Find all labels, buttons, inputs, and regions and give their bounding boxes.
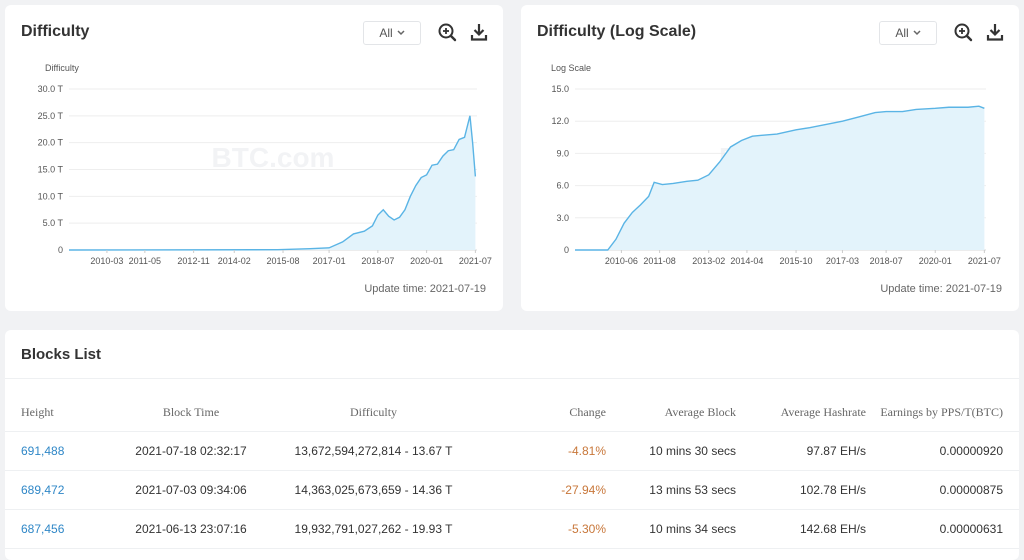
watermark: BTC.com: [212, 142, 335, 173]
y-tick-label: 0: [564, 245, 569, 255]
x-tick-label: 2015-10: [780, 256, 813, 266]
x-tick-label: 2012-11: [177, 256, 209, 266]
log-scale-title: Difficulty (Log Scale): [537, 23, 697, 40]
column-header-block-time[interactable]: Block Time: [121, 393, 261, 432]
column-header-earnings[interactable]: Earnings by PPS/T(BTC): [866, 393, 1019, 432]
blocks-divider: [5, 378, 1019, 379]
chevron-down-icon: [397, 30, 405, 36]
difficulty-range-select[interactable]: All: [363, 21, 421, 45]
series-area: [69, 115, 476, 250]
y-axis-label: Log Scale: [551, 63, 591, 73]
blocks-table: Height Block Time Difficulty Change Aver…: [5, 393, 1019, 549]
x-tick-label: 2020-01: [919, 256, 952, 266]
y-tick-label: 6.0: [556, 181, 569, 191]
block-earnings: 0.00000875: [866, 470, 1019, 510]
block-time: 2021-06-13 23:07:16: [121, 509, 261, 549]
table-row: 689,472 2021-07-03 09:34:06 14,363,025,6…: [5, 470, 1019, 510]
block-height-link[interactable]: 689,472: [21, 483, 65, 497]
y-tick-label: 15.0: [551, 84, 569, 94]
log-range-select[interactable]: All: [879, 21, 937, 45]
block-average-hashrate: 142.68 EH/s: [736, 509, 866, 549]
y-tick-label: 12.0: [551, 116, 569, 126]
x-tick-label: 2017-03: [826, 256, 859, 266]
table-row: 691,488 2021-07-18 02:32:17 13,672,594,2…: [5, 431, 1019, 471]
difficulty-range-value: All: [379, 26, 393, 40]
difficulty-update-time: Update time: 2021-07-19: [364, 283, 486, 295]
zoom-in-icon[interactable]: [952, 21, 974, 43]
table-row: 687,456 2021-06-13 23:07:16 19,932,791,0…: [5, 509, 1019, 549]
series-area: [575, 106, 985, 250]
x-tick-label: 2015-08: [267, 256, 300, 266]
y-tick-label: 3.0: [556, 213, 569, 223]
y-tick-label: 20.0 T: [38, 138, 64, 148]
block-average-block: 13 mins 53 secs: [606, 470, 736, 510]
y-tick-label: 0: [58, 245, 63, 255]
x-tick-label: 2011-05: [129, 256, 161, 266]
block-change: -4.81%: [486, 431, 606, 471]
y-tick-label: 15.0 T: [38, 165, 64, 175]
column-header-difficulty[interactable]: Difficulty: [261, 393, 486, 432]
log-update-time: Update time: 2021-07-19: [880, 283, 1002, 295]
series-line: [575, 105, 985, 251]
block-height-link[interactable]: 687,456: [21, 522, 65, 536]
log-range-value: All: [895, 26, 909, 40]
block-time: 2021-07-18 02:32:17: [121, 431, 261, 471]
x-tick-label: 2011-08: [643, 256, 675, 266]
x-tick-label: 2018-07: [361, 256, 394, 266]
x-tick-label: 2014-04: [730, 256, 763, 266]
difficulty-chart: BTC.com Difficulty 0 5.0 T 10.0 T 15.0 T 20.0 …: [38, 63, 492, 266]
difficulty-card: Difficulty All BTC.com Difficulty 0 5.0 T 10…: [5, 5, 503, 311]
block-difficulty: 13,672,594,272,814 - 13.67 T: [261, 431, 486, 471]
block-earnings: 0.00000920: [866, 431, 1019, 471]
y-axis-label: Difficulty: [45, 63, 79, 73]
x-tick-label: 2020-01: [410, 256, 443, 266]
block-height-link[interactable]: 691,488: [21, 444, 65, 458]
x-tick-label: 2018-07: [870, 256, 903, 266]
y-tick-label: 10.0 T: [38, 191, 64, 201]
block-difficulty: 19,932,791,027,262 - 19.93 T: [261, 509, 486, 549]
log-scale-chart: BTC.comLog Scale03.06.09.012.015.02010-0…: [551, 63, 1001, 266]
x-tick-label: 2010-06: [605, 256, 638, 266]
block-difficulty: 14,363,025,673,659 - 14.36 T: [261, 470, 486, 510]
zoom-in-icon[interactable]: [436, 21, 458, 43]
series-line: [68, 115, 477, 251]
x-tick-label: 2014-02: [218, 256, 251, 266]
block-average-hashrate: 102.78 EH/s: [736, 470, 866, 510]
column-header-height[interactable]: Height: [5, 393, 121, 432]
blocks-list-title: Blocks List: [21, 346, 102, 363]
x-tick-label: 2021-07: [968, 256, 1001, 266]
chevron-down-icon: [913, 30, 921, 36]
y-tick-label: 25.0 T: [38, 111, 64, 121]
download-icon[interactable]: [984, 21, 1006, 43]
log-scale-card: Difficulty (Log Scale) All BTC.comLog Sc…: [521, 5, 1019, 311]
block-change: -5.30%: [486, 509, 606, 549]
block-average-hashrate: 97.87 EH/s: [736, 431, 866, 471]
x-tick-label: 2017-01: [313, 256, 346, 266]
x-tick-label: 2021-07: [459, 256, 492, 266]
column-header-average-block[interactable]: Average Block: [606, 393, 736, 432]
column-header-average-hashrate[interactable]: Average Hashrate: [736, 393, 866, 432]
block-average-block: 10 mins 30 secs: [606, 431, 736, 471]
y-tick-label: 5.0 T: [43, 218, 64, 228]
column-header-change[interactable]: Change: [486, 393, 606, 432]
download-icon[interactable]: [468, 21, 490, 43]
block-average-block: 10 mins 34 secs: [606, 509, 736, 549]
block-earnings: 0.00000631: [866, 509, 1019, 549]
y-tick-label: 30.0 T: [38, 84, 64, 94]
blocks-list-card: Blocks List Height Block Time Difficulty…: [5, 330, 1019, 560]
blocks-header-row: Height Block Time Difficulty Change Aver…: [5, 393, 1019, 432]
x-tick-label: 2013-02: [692, 256, 725, 266]
block-time: 2021-07-03 09:34:06: [121, 470, 261, 510]
block-change: -27.94%: [486, 470, 606, 510]
difficulty-title: Difficulty: [21, 23, 90, 40]
x-tick-label: 2010-03: [90, 256, 123, 266]
y-tick-label: 9.0: [556, 148, 569, 158]
